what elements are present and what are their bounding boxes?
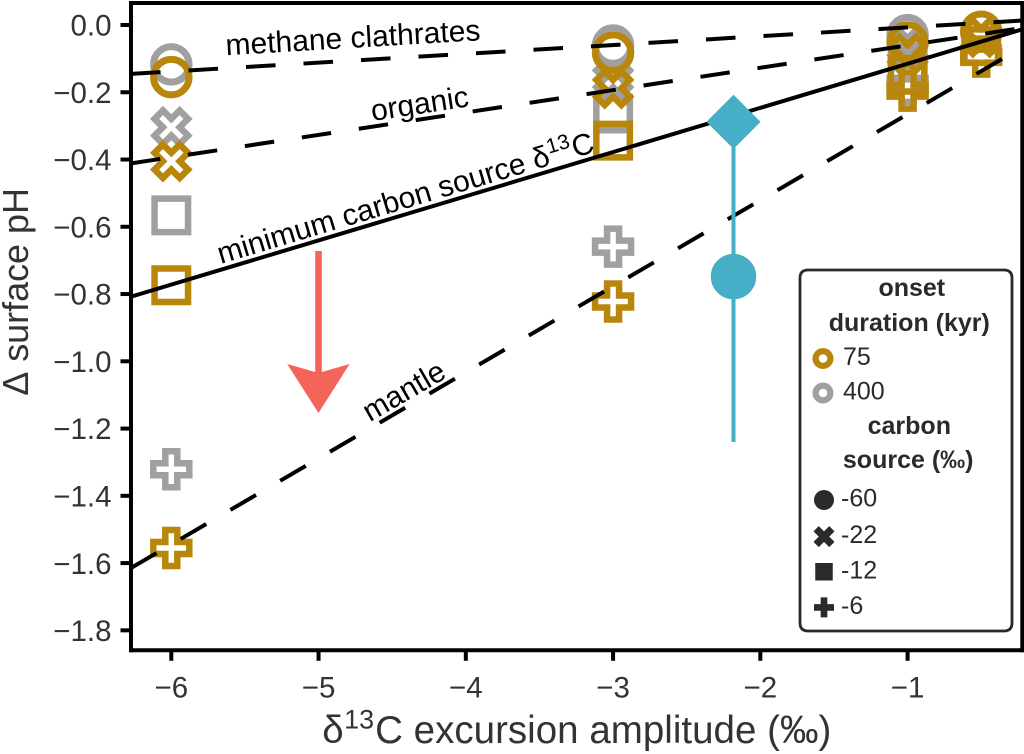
svg-text:−0.2: −0.2 [53,77,111,110]
svg-text:δ C e: δ C e x c u r s i o n a m p l i t u d e [322,705,837,752]
svg-text:-60: -60 [841,484,877,512]
svg-text:−1.6: −1.6 [53,548,111,581]
svg-text:source (‰): source (‰) [843,446,974,474]
svg-text:−0.8: −0.8 [53,279,111,312]
svg-text:-12: -12 [841,556,877,584]
svg-text:-6: -6 [841,592,863,620]
svg-text:onset: onset [878,274,945,302]
svg-text:75: 75 [843,343,871,371]
svg-text:−1.8: −1.8 [53,615,111,648]
svg-text:carbon: carbon [868,412,951,440]
svg-text:−3: −3 [596,672,630,705]
svg-text:0.0: 0.0 [70,10,111,43]
svg-text:−5: −5 [302,672,336,705]
svg-text:-22: -22 [841,521,877,549]
svg-text:duration (kyr): duration (kyr) [829,309,990,337]
svg-text:−0.4: −0.4 [53,144,111,177]
svg-text:−1.0: −1.0 [53,346,111,379]
svg-text:m i n i: m i n i m u m c a r b o n s o u r c e δ … [212,120,604,271]
svg-text:−0.6: −0.6 [53,211,111,244]
svg-text:400: 400 [843,377,885,405]
svg-text:−1.2: −1.2 [53,413,111,446]
svg-text:−6: −6 [154,672,188,705]
svg-text:−2: −2 [744,672,778,705]
svg-text:−1.4: −1.4 [53,481,111,514]
svg-text:−1: −1 [891,672,925,705]
svg-text:−4: −4 [449,672,483,705]
svg-text:Δ s u: Δ s u r f a c e p H [0,188,36,396]
